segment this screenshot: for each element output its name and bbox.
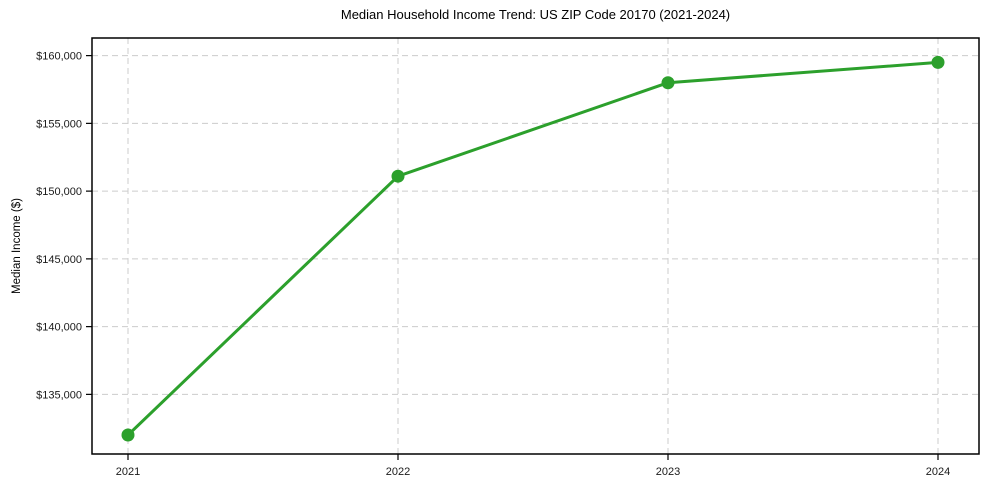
chart-title: Median Household Income Trend: US ZIP Co…	[340, 7, 731, 22]
data-point-2022	[391, 169, 405, 183]
x-tick-label: 2022	[386, 466, 410, 478]
y-tick-label: $160,000	[36, 51, 82, 63]
y-tick-label: $145,000	[36, 254, 82, 266]
x-tick-label: 2023	[656, 466, 680, 478]
y-tick-label: $150,000	[36, 186, 82, 198]
y-tick-label: $135,000	[36, 389, 82, 401]
x-tick-label: 2021	[116, 466, 140, 478]
data-point-2021	[121, 428, 135, 442]
plot-border	[91, 37, 980, 455]
y-tick-label: $155,000	[36, 118, 82, 130]
y-tick-label: $140,000	[36, 322, 82, 334]
data-point-2024	[931, 55, 945, 69]
x-tick-label: 2024	[926, 466, 950, 478]
data-point-2023	[661, 76, 675, 90]
trend-line	[126, 60, 940, 437]
